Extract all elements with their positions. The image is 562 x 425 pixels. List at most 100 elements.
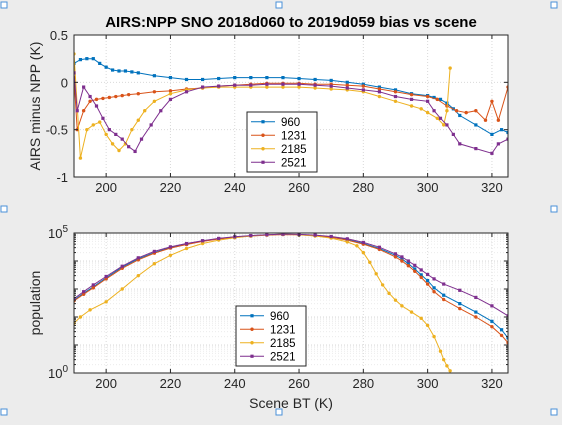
data-point-2521 [426,272,430,277]
legend-marker-2185 [250,341,254,345]
series-2521 [74,71,508,155]
data-point-1231 [81,292,86,296]
data-point-960 [474,123,478,127]
data-point-2185 [78,156,83,160]
data-point-2185 [442,357,446,362]
data-point-1231 [435,97,439,102]
bias-axes-frame [73,34,509,178]
resize-handle[interactable] [550,205,558,213]
resize-handle[interactable] [0,408,8,416]
data-point-2185 [368,260,372,264]
data-point-2521 [200,239,205,243]
data-point-960 [265,76,269,80]
y-tick-label: -0.5 [46,123,68,138]
data-point-2521 [313,233,317,237]
data-point-960 [442,293,446,297]
data-point-1231 [107,95,112,100]
data-point-2521 [393,252,398,256]
data-point-2185 [200,241,205,246]
data-point-2185 [313,86,317,90]
data-point-960 [499,128,504,132]
data-point-2185 [281,85,285,89]
data-point-2521 [107,128,111,132]
chart-title: AIRS:NPP SNO 2018d060 to 2019d059 bias v… [105,14,477,31]
population-axes-frame [73,232,509,374]
data-point-960 [458,113,462,118]
resize-handle[interactable] [550,1,558,9]
data-point-2185 [123,142,128,146]
data-point-2521 [120,137,124,141]
resize-handle[interactable] [0,1,8,9]
data-point-1231 [91,286,95,290]
data-point-2185 [409,104,414,108]
data-point-2185 [168,91,173,96]
y-tick-label: -1 [56,170,68,185]
data-point-2521 [168,97,173,101]
y-tick-label: 105 [48,224,68,241]
data-point-960 [474,310,478,314]
data-point-1231 [152,90,157,94]
y-tick-label: 100 [48,364,68,381]
data-point-1231 [425,94,430,99]
population-axes: 200 220 240 260 280 300 320 100 105 Scene BT (K)… [27,224,509,411]
data-point-2185 [329,87,333,91]
data-point-960 [377,85,382,89]
x-tick-label: 320 [481,376,503,391]
data-point-960 [400,257,404,261]
data-point-2521 [432,109,436,113]
data-point-2185 [425,323,430,328]
data-point-960 [117,69,121,73]
x-tick-label: 200 [95,180,117,195]
data-point-960 [490,319,494,323]
selection-handles [0,1,558,416]
resize-handle[interactable] [275,1,283,9]
data-point-2521 [377,90,382,94]
bias-ylabel: AIRS minus NPP (K) [27,42,43,171]
data-point-2185 [435,116,439,121]
data-point-960 [85,57,89,61]
data-point-960 [104,65,108,69]
data-point-2521 [120,264,124,268]
data-point-960 [313,77,317,82]
data-point-1231 [114,94,118,99]
data-point-2521 [217,236,221,241]
data-point-2521 [297,82,301,86]
data-point-2185 [152,99,157,103]
data-point-1231 [101,96,105,101]
data-point-2521 [345,237,349,241]
data-point-2185 [98,120,102,124]
data-point-2185 [445,109,449,113]
data-point-1231 [458,306,462,311]
legend-label-2521: 2521 [270,351,296,363]
x-tick-label: 280 [352,180,374,195]
legend-marker-1231 [250,327,254,331]
x-tick-label: 220 [160,180,182,195]
resize-handle[interactable] [275,408,283,416]
data-point-2521 [281,82,285,86]
data-point-1231 [81,109,86,113]
y-tick-label: 0 [61,75,68,90]
data-point-1231 [94,97,99,102]
data-point-2185 [425,110,430,115]
data-point-2185 [438,349,443,353]
data-point-2521 [82,85,86,89]
data-point-960 [130,70,134,74]
x-tick-label: 300 [417,376,439,391]
data-point-2521 [200,85,205,89]
data-point-2185 [419,316,423,320]
data-point-2521 [474,295,478,300]
legend-label-2185: 2185 [281,144,307,156]
data-point-960 [438,97,443,101]
data-point-2521 [506,137,508,141]
resize-handle[interactable] [550,408,558,416]
data-point-2521 [139,137,144,141]
data-point-2185 [136,273,140,278]
data-point-2521 [329,84,333,88]
data-point-960 [281,76,285,80]
data-point-1231 [136,91,140,96]
data-point-2521 [217,84,221,88]
data-point-1231 [499,333,504,338]
data-point-960 [168,76,173,80]
resize-handle[interactable] [0,205,8,213]
